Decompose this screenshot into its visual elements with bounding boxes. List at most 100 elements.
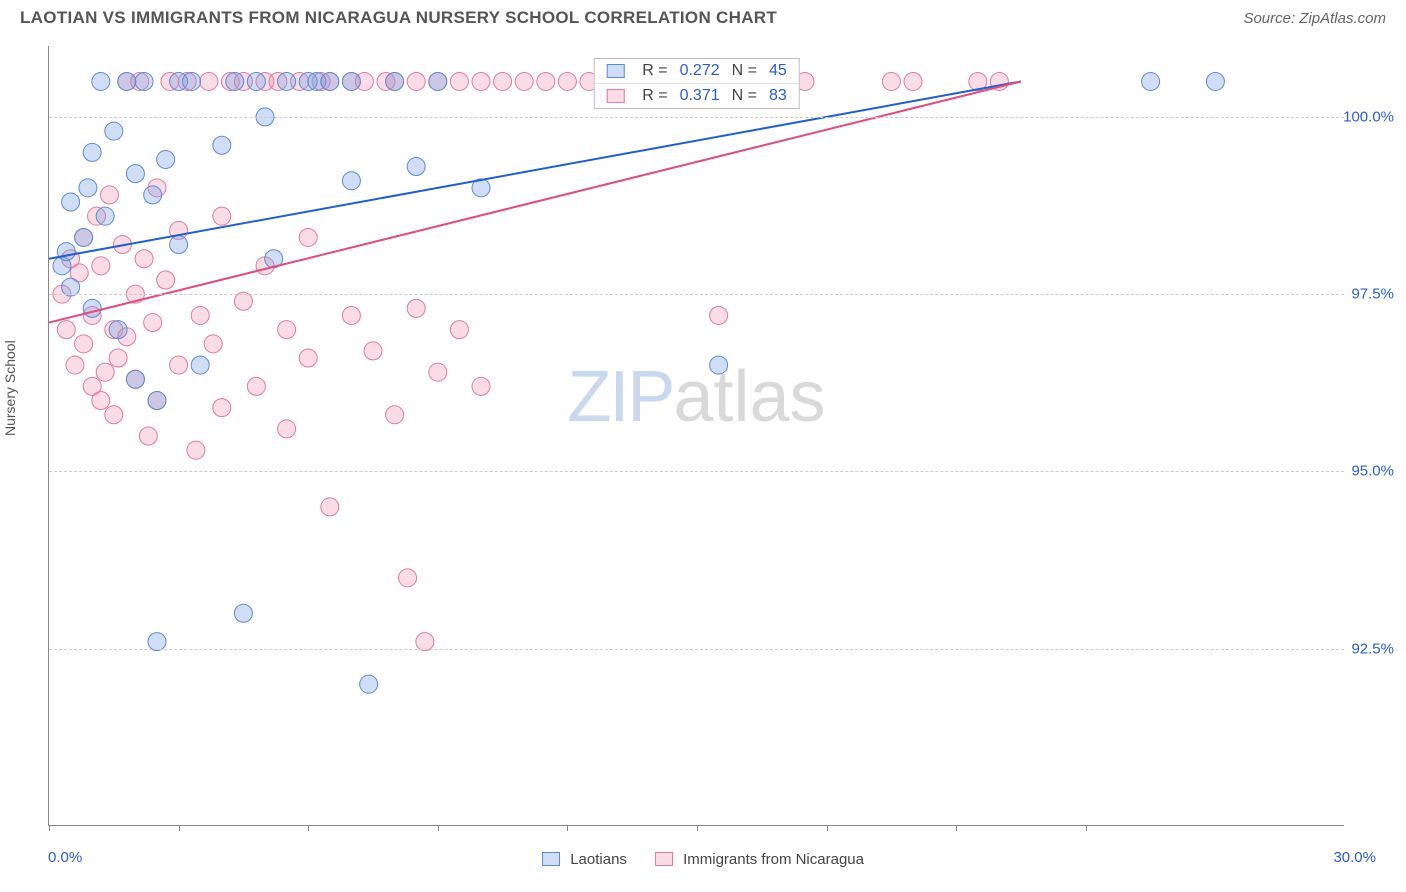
source-label: Source: ZipAtlas.com — [1243, 10, 1386, 27]
stats-row-a: R = 0.272 N = 45 — [594, 59, 799, 84]
scatter-point — [515, 72, 533, 90]
swatch-b2-icon — [655, 852, 673, 866]
y-tick-label: 100.0% — [1343, 108, 1394, 125]
legend-item-a: Laotians — [542, 851, 627, 868]
scatter-point — [450, 321, 468, 339]
x-tick-mark — [827, 825, 828, 831]
scatter-point — [386, 406, 404, 424]
scatter-point — [386, 72, 404, 90]
legend-item-b: Immigrants from Nicaragua — [655, 851, 864, 868]
scatter-point — [109, 349, 127, 367]
gridline — [49, 471, 1344, 472]
scatter-point — [494, 72, 512, 90]
scatter-point — [83, 143, 101, 161]
scatter-point — [278, 72, 296, 90]
scatter-point — [226, 72, 244, 90]
gridline — [49, 294, 1344, 295]
y-tick-label: 97.5% — [1351, 286, 1394, 303]
n-label-b: N = — [732, 87, 757, 105]
scatter-point — [204, 335, 222, 353]
scatter-point — [92, 72, 110, 90]
gridline — [49, 649, 1344, 650]
scatter-point — [321, 72, 339, 90]
scatter-point — [170, 236, 188, 254]
x-tick-mark — [956, 825, 957, 831]
scatter-point — [200, 72, 218, 90]
scatter-point — [92, 257, 110, 275]
swatch-a-icon — [606, 64, 624, 78]
scatter-point — [183, 72, 201, 90]
x-tick-mark — [697, 825, 698, 831]
x-tick-mark — [567, 825, 568, 831]
r-label-b: R = — [642, 87, 667, 105]
scatter-point — [399, 569, 417, 587]
scatter-point — [135, 72, 153, 90]
scatter-point — [429, 363, 447, 381]
scatter-point — [321, 498, 339, 516]
scatter-point — [144, 314, 162, 332]
scatter-point — [407, 72, 425, 90]
swatch-b-icon — [606, 89, 624, 103]
legend-label-b: Immigrants from Nicaragua — [683, 851, 864, 868]
x-tick-mark — [438, 825, 439, 831]
scatter-point — [105, 406, 123, 424]
x-tick-max: 30.0% — [1333, 849, 1376, 866]
scatter-point — [450, 72, 468, 90]
scatter-point — [213, 207, 231, 225]
scatter-point — [472, 377, 490, 395]
scatter-point — [1206, 72, 1224, 90]
scatter-point — [278, 420, 296, 438]
scatter-point — [407, 158, 425, 176]
scatter-point — [407, 299, 425, 317]
scatter-point — [342, 172, 360, 190]
x-tick-min: 0.0% — [48, 849, 82, 866]
scatter-point — [170, 356, 188, 374]
plot-svg — [49, 46, 1344, 825]
scatter-point — [360, 675, 378, 693]
scatter-point — [234, 604, 252, 622]
scatter-point — [105, 122, 123, 140]
scatter-point — [364, 342, 382, 360]
scatter-point — [57, 243, 75, 261]
scatter-point — [710, 356, 728, 374]
scatter-point — [537, 72, 555, 90]
scatter-point — [157, 271, 175, 289]
scatter-point — [191, 306, 209, 324]
y-axis-label: Nursery School — [2, 340, 18, 436]
chart-title: LAOTIAN VS IMMIGRANTS FROM NICARAGUA NUR… — [20, 8, 777, 28]
scatter-point — [157, 150, 175, 168]
r-value-a: 0.272 — [680, 62, 720, 80]
trend-line — [49, 81, 1021, 258]
chart-container: Nursery School ZIPatlas R = 0.272 N = 45… — [0, 36, 1406, 886]
scatter-point — [83, 299, 101, 317]
scatter-point — [96, 207, 114, 225]
r-value-b: 0.371 — [680, 87, 720, 105]
gridline — [49, 117, 1344, 118]
swatch-a2-icon — [542, 852, 560, 866]
n-value-b: 83 — [769, 87, 787, 105]
scatter-point — [299, 349, 317, 367]
y-tick-label: 95.0% — [1351, 463, 1394, 480]
x-tick-mark — [308, 825, 309, 831]
scatter-point — [126, 370, 144, 388]
scatter-point — [472, 72, 490, 90]
scatter-point — [75, 335, 93, 353]
legend-label-a: Laotians — [570, 851, 627, 868]
scatter-point — [342, 72, 360, 90]
chart-header: LAOTIAN VS IMMIGRANTS FROM NICARAGUA NUR… — [0, 0, 1406, 36]
scatter-point — [247, 377, 265, 395]
scatter-point — [558, 72, 576, 90]
x-tick-mark — [49, 825, 50, 831]
scatter-point — [135, 250, 153, 268]
scatter-point — [904, 72, 922, 90]
scatter-point — [710, 306, 728, 324]
scatter-point — [139, 427, 157, 445]
x-tick-mark — [179, 825, 180, 831]
x-tick-mark — [1086, 825, 1087, 831]
scatter-point — [191, 356, 209, 374]
scatter-point — [187, 441, 205, 459]
scatter-point — [247, 72, 265, 90]
scatter-point — [299, 228, 317, 246]
scatter-point — [109, 321, 127, 339]
scatter-point — [213, 136, 231, 154]
